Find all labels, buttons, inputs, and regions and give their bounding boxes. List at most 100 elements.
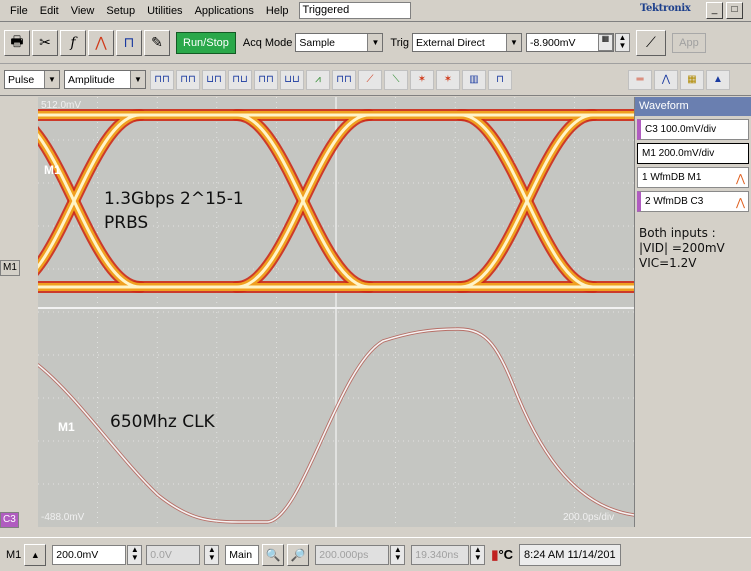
acq-mode-value: Sample [299,36,336,49]
eye-annotation: 1.3Gbps 2^15-1 PRBS [104,187,244,235]
acquisition-status: Triggered [298,2,411,19]
meas-rms-icon[interactable]: ⊔⊔ [280,69,304,90]
trig-source-value: External Direct [415,36,485,49]
temperature-unit: °C [498,546,514,562]
meas-type-select[interactable]: Pulse ▼ [4,70,60,89]
m1-trace-label-upper: M1 [44,163,61,177]
meas-amplitude-icon[interactable]: ⊓⊓ [150,69,174,90]
meas-low-icon[interactable]: ⊔⊓ [202,69,226,90]
pen-icon[interactable]: ✎ [144,29,170,56]
m1-position-marker[interactable]: M1 [0,260,20,276]
waveform-icon: ⋀ [735,197,745,209]
trig-source-select[interactable]: External Direct ▼ [411,33,522,52]
c3-position-marker[interactable]: C3 [0,512,19,528]
menu-setup[interactable]: Setup [106,4,136,17]
delay-field[interactable]: 19.340ns [411,544,470,565]
meas-type-value: Pulse [8,73,35,86]
meas-param-value: Amplitude [68,73,115,86]
acq-mode-select[interactable]: Sample ▼ [295,33,384,52]
display-divider [38,307,634,309]
main-timebase-field[interactable]: Main [225,544,260,565]
meas-area-icon[interactable]: ⊓⊓ [332,69,356,90]
clock-display: 8:24 AM 11/14/201 [519,543,621,566]
math-icon[interactable]: f [60,29,86,56]
menu-help[interactable]: Help [265,4,289,17]
wfmdb-c3-entry[interactable]: 2 WfmDB C3 ⋀ [637,191,749,212]
print-icon[interactable]: 🖶 [4,29,30,56]
vertical-scale-field[interactable]: 200.0mV [52,544,127,565]
trig-level-value: -8.900mV [529,36,576,49]
math-m1-entry[interactable]: M1 200.0mV/div [637,143,749,164]
offset-field[interactable]: 0.0V [146,544,201,565]
app-button[interactable]: App [671,32,706,53]
graticule [38,97,634,527]
eye-falling-trace [38,113,595,289]
horizontal-position-field[interactable]: 200.000ps [315,544,390,565]
chevron-down-icon: ▼ [44,71,59,88]
waveform-icon: ⋀ [735,173,745,185]
meas-fall-icon[interactable]: ⟍ [384,69,408,90]
meas-high-icon[interactable]: ⊓⊓ [176,69,200,90]
wfmdb-m1-label: 1 WfmDB M1 [642,172,702,183]
meas-histogram-icon[interactable]: ▥ [462,69,486,90]
trigger-slope-icon[interactable]: ⟋ [635,29,666,56]
source-label: M1 [6,548,22,561]
tools-icon[interactable]: ✂ [32,29,58,56]
meas-jitter-icon[interactable]: ✶ [436,69,460,90]
clk-trace [38,328,634,523]
zoom-out-icon[interactable]: 🔎 [287,543,310,566]
status-bar: M1 ▲ 200.0mV ▲ ▼ 0.0V ▲ ▼ Main 🔍 🔎 200.000… [0,537,751,571]
waveform-icon[interactable]: ⋀ [88,29,114,56]
meas-mean-icon[interactable]: ⊓⊔ [228,69,252,90]
wfmdb-m1-entry[interactable]: 1 WfmDB M1 ⋀ [637,167,749,188]
source-up-icon[interactable]: ▲ [24,543,47,566]
main-toolbar: 🖶 ✂ f ⋀ ⊓ ✎ Run/Stop Acq Mode Sample ▼ T… [0,22,751,64]
clk-annotation: 650Mhz CLK [110,412,215,432]
measure-icon[interactable]: ⊓ [116,29,142,56]
offset-spinner[interactable]: ▲ ▼ [204,544,220,565]
menu-utilities[interactable]: Utilities [147,4,183,17]
acq-mode-label: Acq Mode [242,36,293,49]
menu-edit[interactable]: Edit [39,4,59,17]
chevron-down-icon: ▼ [130,71,145,88]
waveform-panel: Waveform C3 100.0mV/div M1 200.0mV/div 1… [634,97,751,527]
timebase-label: 200.0ps/div [563,512,615,523]
meas-pkpk-icon[interactable]: ⊓⊓ [254,69,278,90]
delay-spinner[interactable]: ▲ ▼ [470,544,486,565]
bottom-scale-label: -488.0mV [41,512,85,523]
menu-file[interactable]: File [10,4,28,17]
keypad-icon[interactable]: ▦ [597,34,613,51]
meas-pulse-icon[interactable]: ⊓ [488,69,512,90]
meas-clear-icon[interactable]: ═ [628,69,652,90]
zoom-in-icon[interactable]: 🔍 [262,543,285,566]
meas-eye-icon[interactable]: ✶ [410,69,434,90]
restore-button[interactable]: □ [726,2,743,19]
thermometer-icon: ▮ [491,546,499,562]
meas-mountain-icon[interactable]: ▲ [706,69,730,90]
scale-spinner[interactable]: ▲ ▼ [127,544,143,565]
meas-rise-icon[interactable]: ⟋ [358,69,382,90]
trig-level-field[interactable]: -8.900mV ▦ [525,33,614,52]
minimize-button[interactable]: _ [706,2,723,19]
waveform-display[interactable]: 512.0mV -488.0mV 200.0ps/div M1 M1 1.3Gb… [38,97,634,527]
waveform-traces [38,109,634,524]
eye-annotation-line2: PRBS [104,213,149,233]
menu-applications[interactable]: Applications [194,4,254,17]
menu-view[interactable]: View [70,4,95,17]
trig-level-spinner[interactable]: ▲ ▼ [614,33,630,52]
input-conditions-note: Both inputs : |VID| =200mV VIC=1.2V [639,226,725,270]
top-scale-label: 512.0mV [41,100,82,111]
meas-stats-icon[interactable]: ▦ [680,69,704,90]
meas-cycle-icon[interactable]: ⩘ [306,69,330,90]
chevron-down-icon: ▼ [367,34,383,51]
chevron-down-icon: ▼ [505,34,521,51]
eye-annotation-line1: 1.3Gbps 2^15-1 [104,189,244,209]
channel-c3-entry[interactable]: C3 100.0mV/div [637,119,749,140]
position-spinner[interactable]: ▲ ▼ [390,544,406,565]
run-stop-button[interactable]: Run/Stop [176,31,236,54]
meas-param-select[interactable]: Amplitude ▼ [64,70,146,89]
meas-peak-icon[interactable]: ⋀ [654,69,678,90]
brand-logo: Tektronix [640,3,691,14]
trig-label: Trig [390,36,409,49]
